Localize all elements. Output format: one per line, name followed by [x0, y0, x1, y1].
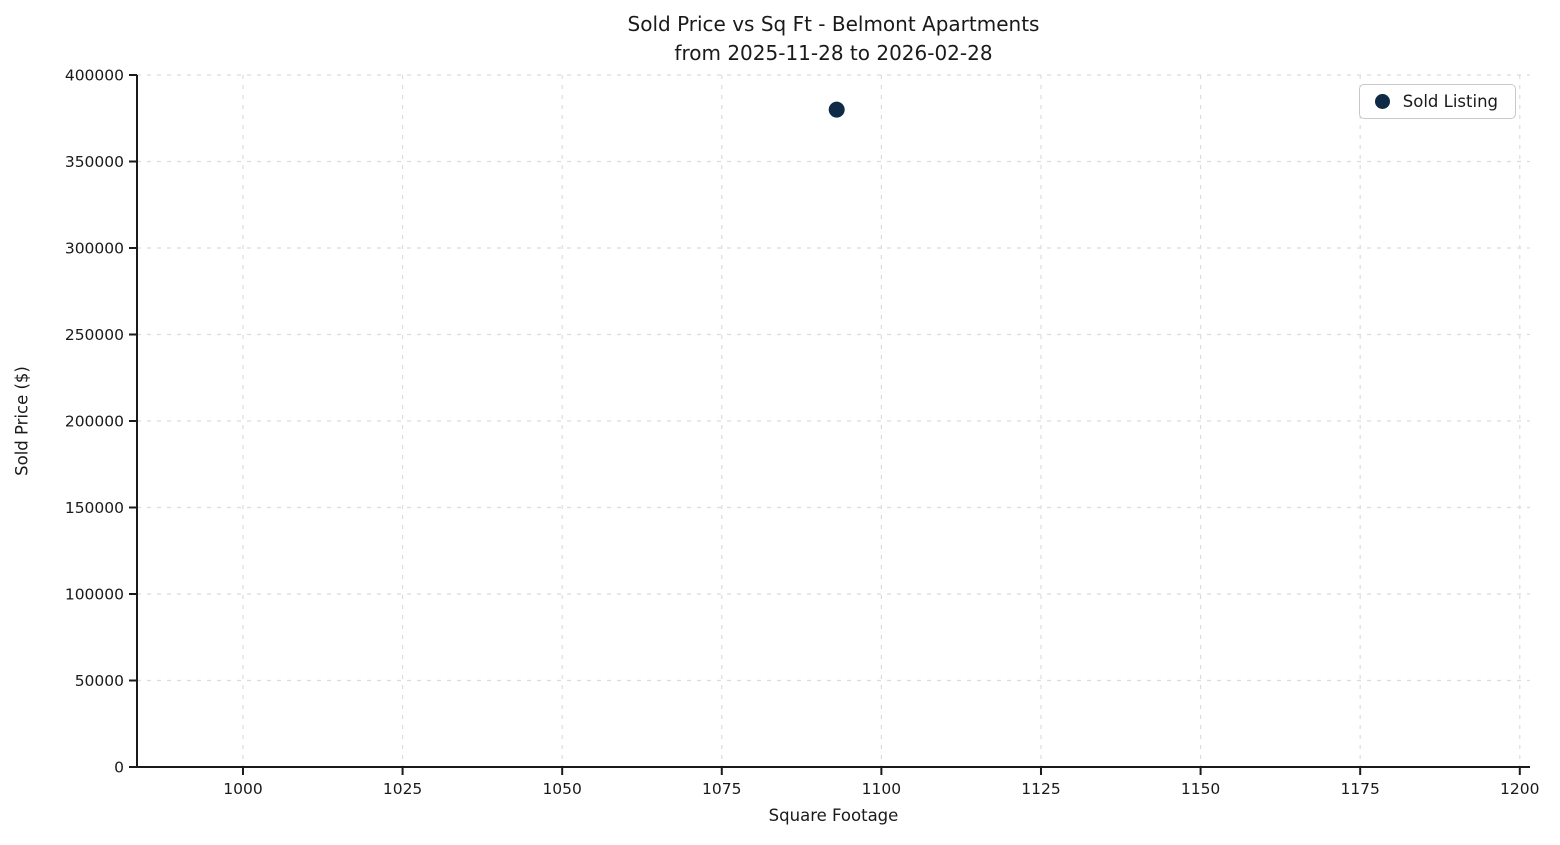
y-tick-label: 150000	[65, 499, 124, 517]
x-tick-label: 1150	[1181, 780, 1220, 798]
y-tick-label: 0	[114, 759, 124, 777]
x-tick-label: 1125	[1021, 780, 1060, 798]
y-tick-label: 200000	[65, 413, 124, 431]
y-tick-label: 50000	[75, 672, 124, 690]
y-tick-label: 400000	[65, 67, 124, 85]
x-tick-label: 1075	[702, 780, 741, 798]
chart-title: Sold Price vs Sq Ft - Belmont Apartments…	[137, 10, 1530, 68]
x-tick-label: 1000	[223, 780, 262, 798]
chart-title-line2: from 2025-11-28 to 2026-02-28	[674, 41, 993, 65]
x-tick-label: 1050	[542, 780, 581, 798]
data-point-marker	[828, 101, 845, 118]
legend-item-label: Sold Listing	[1402, 92, 1498, 111]
y-tick-label: 250000	[65, 326, 124, 344]
y-tick-label: 100000	[65, 586, 124, 604]
y-axis-label: Sold Price ($)	[12, 366, 32, 476]
x-tick-label: 1025	[383, 780, 422, 798]
x-tick-label: 1100	[862, 780, 901, 798]
chart-title-line1: Sold Price vs Sq Ft - Belmont Apartments	[627, 12, 1040, 36]
y-tick-label: 300000	[65, 240, 124, 258]
legend: Sold Listing	[1358, 84, 1516, 119]
legend-marker-icon	[1374, 94, 1390, 109]
y-tick-label: 350000	[65, 153, 124, 171]
x-tick-label: 1200	[1500, 780, 1539, 798]
x-tick-label: 1175	[1340, 780, 1379, 798]
x-axis-label: Square Footage	[768, 806, 899, 825]
